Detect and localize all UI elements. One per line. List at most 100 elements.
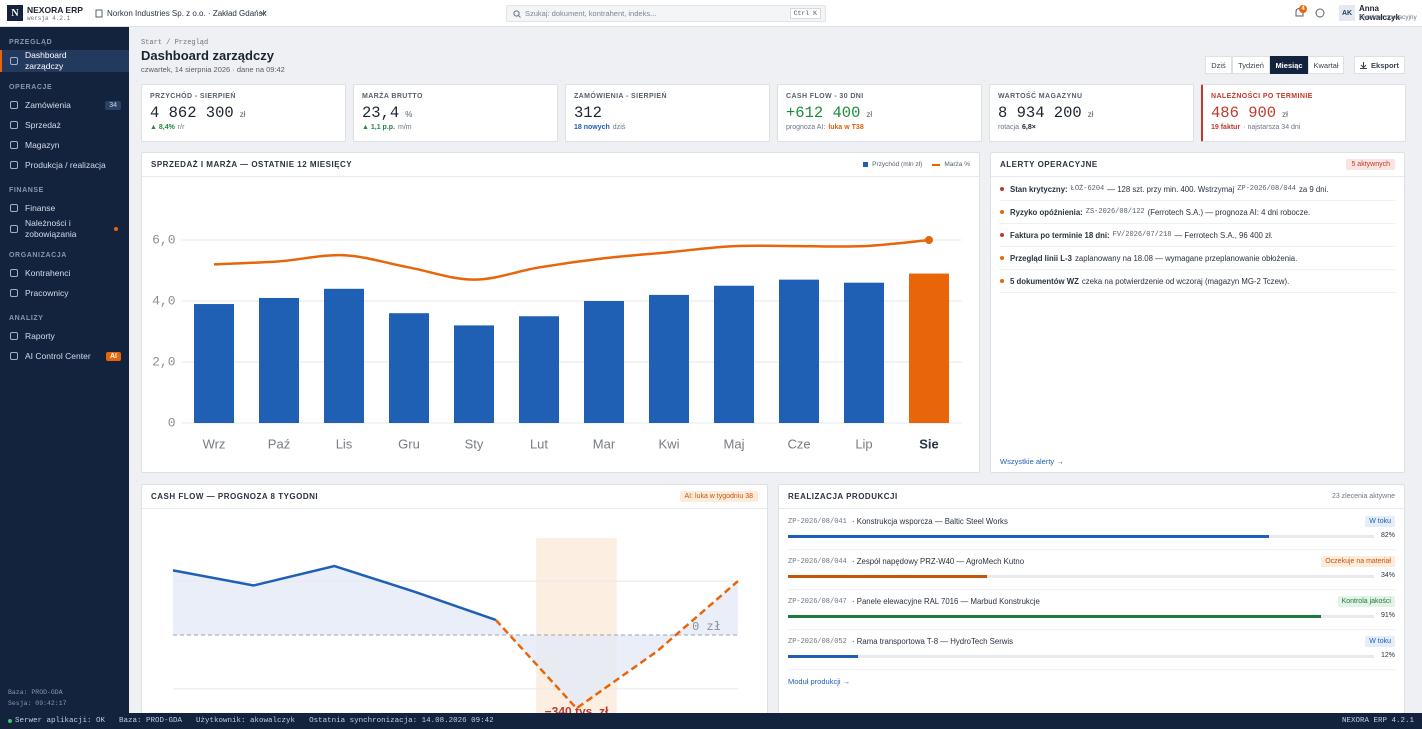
production-item[interactable]: ZP-2026/08/052 · Rama transportowa T-8 — … — [788, 630, 1395, 670]
progress-bar — [788, 655, 859, 658]
nav-item[interactable]: Kontrahenci — [0, 263, 129, 283]
nav-section-title: PRZEGLĄD — [9, 39, 53, 46]
kpi-value-row: +612 400 zł — [786, 104, 973, 122]
nav-item[interactable]: Dashboard zarządczy — [0, 50, 129, 72]
alert-text: FV/2026/07/218 — [1112, 231, 1172, 239]
period-button[interactable]: Dziś — [1205, 56, 1232, 74]
logo[interactable]: N — [7, 5, 23, 21]
bar — [454, 325, 494, 423]
nav-item[interactable]: Finanse — [0, 198, 129, 218]
bar — [324, 288, 364, 423]
progress-label: 82% — [1380, 532, 1395, 539]
nav-label: Raporty — [25, 330, 55, 341]
production-item[interactable]: ZP-2026/08/041 · Konstrukcja wsporcza — B… — [788, 510, 1395, 550]
company-selector[interactable]: Norkon Industries Sp. z o.o. · Zakład Gd… — [107, 9, 267, 18]
nav-icon — [10, 332, 18, 340]
y-tick-label: 0 zł — [692, 620, 721, 634]
nav-item[interactable]: Raporty — [0, 326, 129, 346]
search-icon — [513, 10, 521, 18]
production-item[interactable]: ZP-2026/08/047 · Panele elewacyjne RAL 70… — [788, 590, 1395, 630]
alert-bullet — [1000, 256, 1004, 260]
search-box[interactable]: Szukaj: dokument, kontrahent, indeks... … — [506, 5, 826, 22]
kpi-note-part: luka w T38 — [828, 124, 864, 131]
alerts-panel: ALERTY OPERACYJNE 5 aktywnych Wszystkie a… — [990, 152, 1405, 473]
nav-item[interactable]: AI Control Center AI — [0, 346, 129, 366]
nav-item[interactable]: Należności i zobowiązania — [0, 218, 129, 240]
panel-title: CASH FLOW — PROGNOZA 8 TYGODNI — [151, 492, 319, 501]
legend-label: Przychód (mln zł) — [872, 161, 923, 168]
legend-swatch — [932, 163, 941, 166]
bar — [389, 313, 429, 423]
nav-section-title: OPERACJE — [9, 84, 53, 91]
kpi-note: ▲ 1,1 p.p. m/m — [362, 124, 549, 131]
export-button[interactable]: Eksport — [1354, 56, 1405, 74]
period-button[interactable]: Tydzień — [1232, 56, 1270, 74]
x-tick-label: Cze — [787, 436, 810, 451]
period-button[interactable]: Miesiąc — [1270, 56, 1308, 74]
cashflow-badge: AI: luka w tygodniu 38 — [679, 491, 758, 502]
nav-item[interactable]: Pracownicy — [0, 283, 129, 303]
x-tick-label: Sie — [919, 436, 939, 451]
footer-line: Sesja: 09:42:17 — [8, 700, 67, 707]
nav-icon — [10, 352, 18, 360]
bar — [584, 301, 624, 423]
kpi-note: 19 faktur · najstarsza 34 dni — [1211, 124, 1397, 131]
nav-label: Produkcja / realizacja — [25, 159, 106, 170]
status-version: NEXORA ERP 4.2.1 — [1341, 717, 1414, 725]
kpi-unit: zł — [239, 110, 246, 119]
alert-text: ŁOŻ-6204 — [1070, 185, 1105, 193]
avatar[interactable]: AK — [1339, 5, 1355, 21]
kpi-value: 23,4 — [362, 104, 400, 122]
x-tick-label: Maj — [724, 436, 745, 451]
kpi-card: PRZYCHÓD - SIERPIEŃ 4 862 300 zł ▲ 8,4% r/r — [141, 84, 346, 142]
nav-item[interactable]: Zamówienia 34 — [0, 95, 129, 115]
footer-line: Baza: PROD-GDA — [8, 689, 63, 696]
kpi-note-part: · najstarsza 34 dni — [1243, 124, 1301, 131]
production-link[interactable]: Moduł produkcji → — [788, 677, 851, 686]
alert-item[interactable]: Stan krytyczny: ŁOŻ-6204— 128 szt. przy m… — [1000, 178, 1395, 201]
nav-item[interactable]: Magazyn — [0, 135, 129, 155]
kpi-note: ▲ 8,4% r/r — [150, 124, 337, 131]
export-icon — [1360, 61, 1368, 69]
kpi-value: 8 934 200 — [998, 104, 1082, 122]
progress-label: 34% — [1380, 572, 1395, 579]
kpi-note-part: ▲ 1,1 p.p. — [362, 124, 395, 131]
help-icon[interactable] — [1315, 8, 1325, 18]
bar — [649, 294, 689, 423]
production-item[interactable]: ZP-2026/08/044 · Zespół napędowy PRZ-W40 … — [788, 550, 1395, 590]
search-shortcut: Ctrl K — [789, 8, 821, 19]
alerts-badge: 5 aktywnych — [1346, 159, 1395, 170]
kpi-unit: zł — [1087, 110, 1094, 119]
kpi-note-part: m/m — [398, 124, 412, 131]
nav-item[interactable]: Produkcja / realizacja — [0, 155, 129, 175]
x-tick-label: Wrz — [203, 436, 226, 451]
y-tick-label: 0 — [168, 415, 176, 430]
alert-bullet — [1000, 210, 1004, 214]
kpi-value-row: 23,4% — [362, 104, 549, 122]
status-dot — [8, 719, 12, 723]
breadcrumb: Start / Przegląd — [141, 39, 209, 47]
kpi-card: ZAMÓWIENIA - SIERPIEŃ 312 18 nowych dziś — [565, 84, 770, 142]
nav-icon — [10, 57, 18, 65]
alert-text: ZS-2026/08/122 — [1085, 208, 1145, 216]
kpi-note-part: prognoza AI: — [786, 124, 826, 131]
alerts-link[interactable]: Wszystkie alerty → — [1000, 457, 1064, 466]
nav-icon — [10, 269, 18, 277]
status-text: Baza: PROD-GDA — [119, 717, 183, 725]
alert-item[interactable]: Faktura po terminie 18 dni: FV/2026/07/21… — [1000, 224, 1395, 247]
kpi-label: PRZYCHÓD - SIERPIEŃ — [150, 93, 236, 100]
nav-section-title: ANALIZY — [9, 315, 44, 322]
app-name: NEXORA ERP — [27, 5, 83, 15]
alert-item[interactable]: 5 dokumentów WZ czeka na potwierdzenie od… — [1000, 270, 1395, 293]
kpi-value-row: 4 862 300 zł — [150, 104, 337, 122]
cashflow-chart: 0 zł−340 tys. zł — [172, 538, 739, 723]
production-count: 23 zlecenia aktywne — [1331, 493, 1395, 500]
panel-title: ALERTY OPERACYJNE — [1000, 160, 1098, 169]
status-item: Użytkownik: akowalczyk — [196, 717, 295, 725]
alert-item[interactable]: Przegląd linii L-3 zaplanowany na 18.08 —… — [1000, 247, 1395, 270]
period-button[interactable]: Kwartał — [1308, 56, 1344, 74]
nav-item[interactable]: Sprzedaż — [0, 115, 129, 135]
alert-text: czeka na potwierdzenie od wczoraj (magaz… — [1081, 276, 1290, 286]
nav-icon — [10, 121, 18, 129]
alert-item[interactable]: Ryzyko opóźnienia: ZS-2026/08/122 (Ferrote… — [1000, 201, 1395, 224]
